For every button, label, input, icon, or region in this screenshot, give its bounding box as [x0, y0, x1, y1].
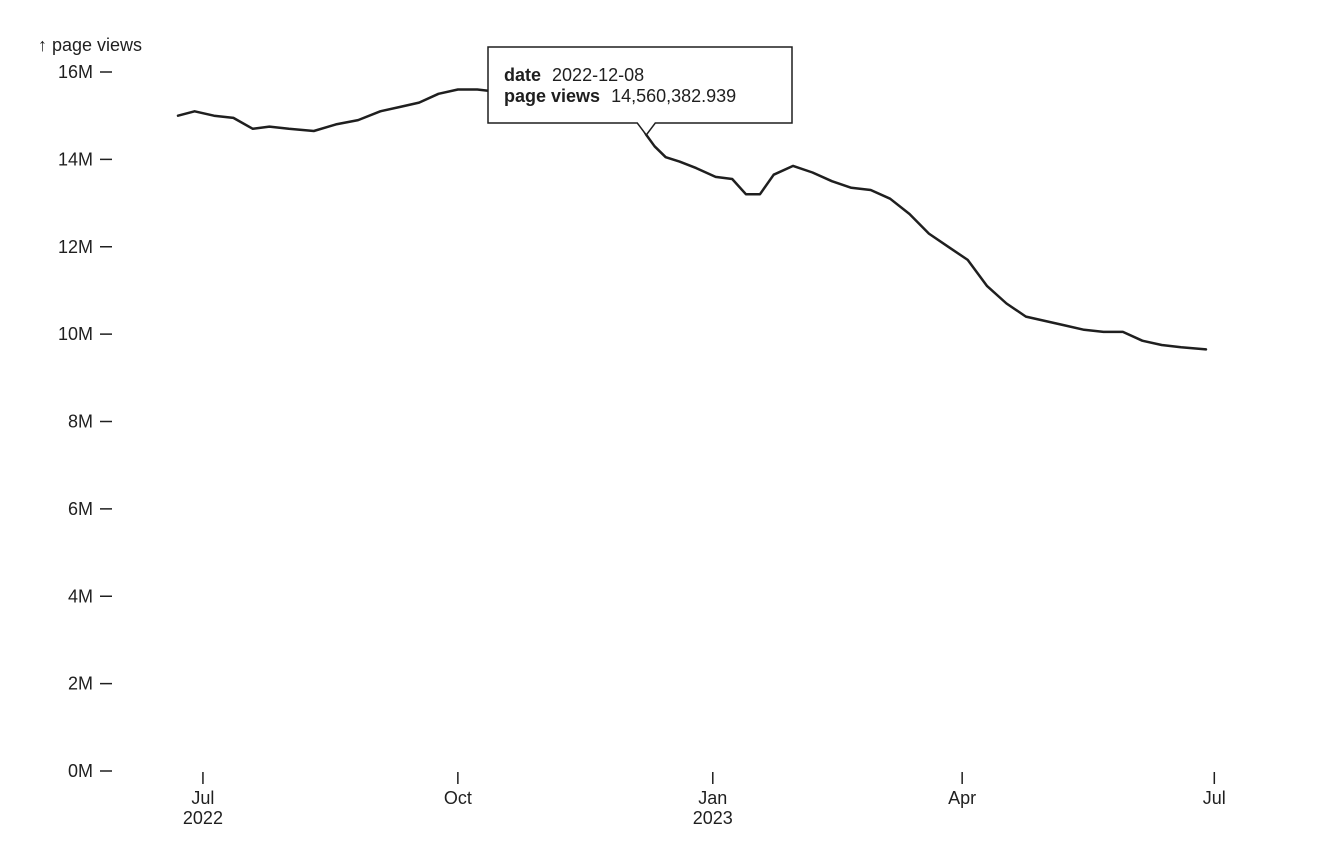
tooltip-date-value: 2022-12-08 — [552, 65, 644, 85]
tooltip-date-row: date 2022-12-08 — [504, 65, 644, 85]
tooltip-views-key: page views — [504, 86, 600, 106]
y-tick-label: 12M — [58, 237, 93, 257]
tooltip-date-key: date — [504, 65, 541, 85]
x-tick-label: Jul — [1203, 788, 1226, 808]
y-tick-label: 6M — [68, 499, 93, 519]
x-tick-year-label: 2022 — [183, 808, 223, 828]
tooltip-box — [487, 46, 793, 137]
x-tick-label: Jul — [191, 788, 214, 808]
y-axis-title: ↑ page views — [38, 35, 142, 55]
x-tick-label: Apr — [948, 788, 976, 808]
y-tick-label: 16M — [58, 62, 93, 82]
x-tick-year-label: 2023 — [693, 808, 733, 828]
tooltip-views-row: page views 14,560,382.939 — [504, 86, 736, 106]
y-axis: 0M 2M 4M 6M 8M 10M 12M 14M 16M — [58, 62, 112, 781]
y-tick-label: 8M — [68, 412, 93, 432]
y-tick-label: 14M — [58, 149, 93, 169]
y-tick-label: 2M — [68, 674, 93, 694]
x-tick-label: Oct — [444, 788, 472, 808]
tooltip-views-value: 14,560,382.939 — [611, 86, 736, 106]
x-tick-label: Jan — [698, 788, 727, 808]
tooltip: date 2022-12-08 page views 14,560,382.93… — [487, 46, 793, 137]
y-tick-label: 4M — [68, 586, 93, 606]
series-line-page-views — [176, 81, 1208, 351]
y-tick-label: 10M — [58, 324, 93, 344]
y-tick-label: 0M — [68, 761, 93, 781]
